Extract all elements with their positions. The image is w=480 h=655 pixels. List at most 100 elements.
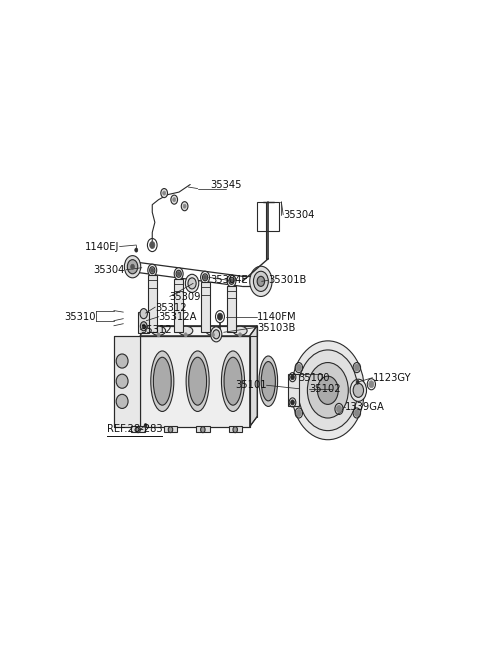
Circle shape: [127, 259, 138, 274]
Circle shape: [298, 350, 358, 430]
Circle shape: [227, 275, 236, 287]
Text: 35100: 35100: [298, 373, 330, 383]
Circle shape: [253, 271, 268, 291]
Circle shape: [211, 333, 215, 337]
Text: 35312: 35312: [140, 325, 172, 335]
Ellipse shape: [152, 326, 166, 335]
Circle shape: [257, 276, 264, 286]
Circle shape: [356, 380, 359, 384]
Circle shape: [369, 381, 374, 388]
Circle shape: [177, 272, 180, 276]
Circle shape: [173, 198, 176, 202]
Circle shape: [140, 309, 147, 319]
Ellipse shape: [224, 357, 242, 405]
Circle shape: [201, 426, 205, 433]
Circle shape: [144, 424, 147, 428]
Circle shape: [230, 279, 233, 283]
Bar: [196, 426, 210, 432]
Circle shape: [354, 364, 360, 371]
Ellipse shape: [233, 326, 247, 335]
Circle shape: [217, 313, 223, 320]
Text: 35102: 35102: [309, 384, 341, 394]
Text: 35304E: 35304E: [210, 275, 248, 286]
Bar: [132, 426, 145, 432]
Bar: [148, 275, 156, 332]
Text: REF.28-283: REF.28-283: [107, 424, 162, 434]
Bar: [174, 279, 183, 332]
Ellipse shape: [261, 362, 276, 401]
Bar: [201, 282, 210, 332]
Circle shape: [135, 248, 138, 252]
Text: REF.28-283: REF.28-283: [107, 424, 162, 434]
Bar: [138, 312, 149, 333]
Circle shape: [157, 333, 160, 337]
Ellipse shape: [116, 374, 128, 388]
Polygon shape: [288, 373, 299, 406]
Ellipse shape: [206, 326, 220, 335]
Circle shape: [181, 202, 188, 211]
Text: 35312A: 35312A: [158, 312, 197, 322]
Text: 35301B: 35301B: [268, 275, 307, 286]
Circle shape: [307, 363, 348, 418]
Circle shape: [336, 405, 342, 413]
Circle shape: [136, 426, 140, 433]
Ellipse shape: [259, 356, 277, 406]
Circle shape: [353, 383, 363, 398]
Circle shape: [183, 204, 186, 208]
Polygon shape: [140, 326, 257, 336]
Polygon shape: [140, 336, 250, 426]
Circle shape: [184, 333, 187, 337]
Circle shape: [124, 255, 141, 278]
Circle shape: [296, 364, 301, 371]
Text: 1339GA: 1339GA: [345, 402, 384, 413]
Circle shape: [239, 333, 241, 337]
Text: 1140FM: 1140FM: [257, 312, 297, 322]
Ellipse shape: [154, 357, 171, 405]
Ellipse shape: [189, 357, 206, 405]
Text: 1123GY: 1123GY: [372, 373, 411, 383]
Circle shape: [148, 264, 156, 276]
Circle shape: [201, 271, 210, 284]
Circle shape: [250, 266, 272, 297]
Polygon shape: [250, 326, 257, 426]
Circle shape: [163, 191, 166, 195]
Text: 35310: 35310: [64, 312, 96, 322]
Circle shape: [213, 329, 219, 339]
Circle shape: [354, 409, 360, 417]
Text: 35312: 35312: [155, 303, 187, 312]
Circle shape: [171, 195, 178, 204]
Circle shape: [131, 264, 134, 269]
Circle shape: [140, 322, 147, 331]
Text: 35309: 35309: [170, 293, 201, 303]
Circle shape: [188, 278, 196, 289]
Bar: [164, 426, 177, 432]
Circle shape: [203, 274, 208, 281]
Text: 35345: 35345: [210, 179, 241, 189]
Text: 35304: 35304: [283, 210, 314, 220]
Text: 35103B: 35103B: [257, 323, 296, 333]
Ellipse shape: [151, 351, 174, 411]
Circle shape: [290, 375, 294, 380]
Bar: [257, 202, 279, 231]
Circle shape: [350, 379, 367, 402]
Bar: [227, 286, 236, 332]
Circle shape: [151, 269, 154, 272]
Circle shape: [233, 426, 238, 433]
Bar: [228, 426, 242, 432]
Circle shape: [150, 242, 155, 248]
Circle shape: [142, 324, 145, 328]
Text: 35304: 35304: [94, 265, 125, 274]
Text: 35101: 35101: [235, 381, 266, 390]
Ellipse shape: [116, 354, 128, 368]
Circle shape: [211, 327, 222, 342]
Circle shape: [290, 400, 294, 405]
Circle shape: [291, 341, 364, 440]
Circle shape: [185, 274, 199, 292]
Ellipse shape: [186, 351, 209, 411]
Circle shape: [229, 277, 234, 284]
Ellipse shape: [179, 326, 193, 335]
Circle shape: [296, 409, 301, 417]
Circle shape: [176, 271, 181, 277]
Circle shape: [174, 268, 183, 280]
Circle shape: [204, 275, 206, 279]
